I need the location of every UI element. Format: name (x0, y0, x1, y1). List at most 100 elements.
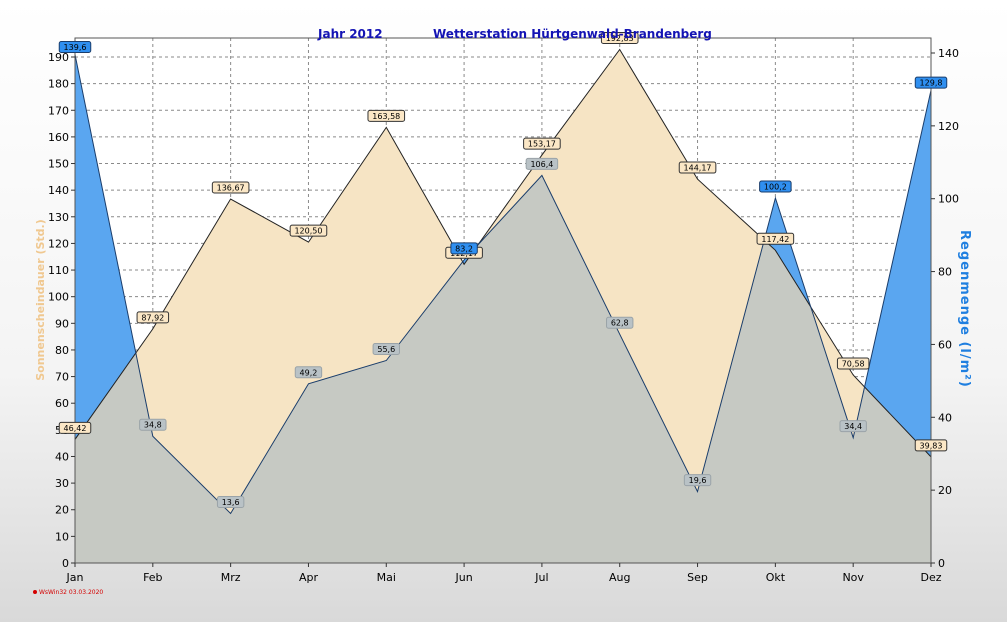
rain-value-label-group: 55,6 (372, 342, 400, 355)
x-tick-label: Nov (842, 571, 864, 584)
plot-frame (74, 37, 932, 564)
rain-value-label: 13,6 (222, 498, 240, 507)
sunshine-value-label-group: 117,42 (756, 232, 795, 245)
y-left-tick-label: 60 (55, 397, 69, 410)
x-tick-label: Jun (454, 571, 472, 584)
rain-value-label: 34,4 (844, 422, 862, 431)
footer-icon (33, 590, 37, 594)
rain-value-label: 34,8 (144, 421, 162, 430)
y-left-tick-label: 170 (48, 104, 69, 117)
y-left-tick-label: 120 (48, 237, 69, 250)
sunshine-value-label: 163,58 (372, 112, 400, 121)
rain-value-label-box (294, 366, 323, 379)
x-tick-label: Mai (377, 571, 396, 584)
right-axis-label: Regenmenge (l/m²) (957, 230, 972, 388)
rain-value-label: 49,2 (300, 368, 318, 377)
y-left-tick-label: 0 (62, 557, 69, 570)
series-areas (75, 48, 931, 563)
rain-value-label-box (450, 242, 478, 255)
rain-value-label-group: 106,4 (525, 157, 559, 170)
rain-value-label: 62,8 (611, 319, 629, 328)
y-left-tick-label: 70 (55, 371, 69, 384)
rain-value-label: 19,6 (689, 476, 707, 485)
x-tick-label: Sep (687, 571, 708, 584)
x-tick-label: Jul (534, 571, 548, 584)
sunshine-value-label-group: 153,17 (523, 137, 561, 150)
x-tick-label: Apr (299, 571, 319, 584)
axes (71, 52, 935, 567)
y-left-tick-label: 100 (48, 291, 69, 304)
overlap-area (75, 175, 931, 563)
y-left-tick-label: 110 (48, 264, 69, 277)
sunshine-value-label-box (136, 311, 170, 324)
sunshine-value-label-group: 120,50 (289, 224, 328, 237)
rain-value-label-group: 49,2 (294, 366, 323, 379)
sunshine-value-label-box (600, 31, 639, 44)
footer: WsWin32 03.03.2020 (33, 589, 103, 596)
title-station: Wetterstation Hürtgenwald-Brandenberg (433, 27, 712, 41)
rain-value-label-box (372, 342, 400, 355)
rain-value-label-box (606, 316, 634, 329)
y-left-tick-label: 160 (48, 131, 69, 144)
sunshine-value-label-group: 192,83 (600, 31, 639, 44)
y-right-tick-label: 20 (938, 484, 952, 497)
rain-value-label-box (914, 76, 948, 89)
title-year: Jahr 2012 (317, 27, 383, 41)
rain-value-label-box (839, 420, 867, 433)
sunshine-value-label-box (914, 439, 948, 452)
sunshine-value-label: 70,58 (842, 360, 865, 369)
sunshine-value-label: 120,50 (294, 227, 322, 236)
rain-value-label-box (216, 495, 245, 508)
y-right-tick-label: 140 (938, 47, 959, 60)
rain-value-label-box (139, 418, 167, 431)
rain-value-label: 100,2 (764, 182, 787, 191)
rain-value-label-group: 83,2 (450, 242, 478, 255)
rain-value-label-group: 139,6 (58, 40, 92, 53)
x-tick-label: Okt (766, 571, 786, 584)
rain-value-label-box (683, 474, 712, 487)
x-tick-label: Mrz (221, 571, 241, 584)
x-tick-label: Dez (920, 571, 941, 584)
rain-value-label-box (759, 180, 792, 193)
sunshine-value-label: 192,83 (606, 34, 634, 43)
sunshine-value-label-box (756, 232, 795, 245)
sunshine-value-label-group: 46,42 (58, 421, 92, 434)
sunshine-value-label: 39,83 (920, 441, 943, 450)
sunshine-value-label: 153,17 (528, 140, 556, 149)
y-left-tick-label: 190 (48, 51, 69, 64)
rain-value-label-box (58, 40, 92, 53)
rain-value-label-group: 34,8 (139, 418, 167, 431)
y-right-tick-label: 60 (938, 338, 952, 351)
rain-value-label-group: 34,4 (839, 420, 867, 433)
rain-value-label: 55,6 (377, 345, 395, 354)
footer-text: WsWin32 03.03.2020 (39, 589, 103, 596)
sunshine-value-label-group: 39,83 (914, 439, 948, 452)
x-tick-label: Jan (66, 571, 84, 584)
x-tick-label: Feb (143, 571, 162, 584)
y-left-tick-label: 80 (55, 344, 69, 357)
y-left-tick-label: 40 (55, 450, 69, 463)
sunshine-value-label-box (211, 181, 250, 194)
rain-value-label-box (525, 157, 559, 170)
y-left-tick-label: 130 (48, 211, 69, 224)
y-left-tick-label: 180 (48, 78, 69, 91)
sunshine-value-label-box (678, 161, 717, 174)
sunshine-value-label: 117,42 (761, 235, 789, 244)
y-right-tick-label: 120 (938, 120, 959, 133)
rain-value-label-group: 62,8 (606, 316, 634, 329)
y-left-tick-label: 20 (55, 504, 69, 517)
data-labels: 46,4287,92136,67120,50163,58112,17153,17… (58, 31, 948, 508)
sunshine-value-label-box (58, 421, 92, 434)
sunshine-value-label-box (836, 357, 870, 370)
left-axis-label: Sonnenscheindauer (Std.) (34, 219, 47, 381)
rain-value-label: 83,2 (455, 244, 473, 253)
rain-value-label-group: 13,6 (216, 495, 245, 508)
y-right-tick-label: 80 (938, 266, 952, 279)
sunshine-value-label-box (367, 109, 406, 122)
sunshine-value-label-group: 136,67 (211, 181, 250, 194)
sunshine-value-label-box (523, 137, 561, 150)
y-left-tick-label: 10 (55, 530, 69, 543)
y-left-tick-label: 150 (48, 158, 69, 171)
